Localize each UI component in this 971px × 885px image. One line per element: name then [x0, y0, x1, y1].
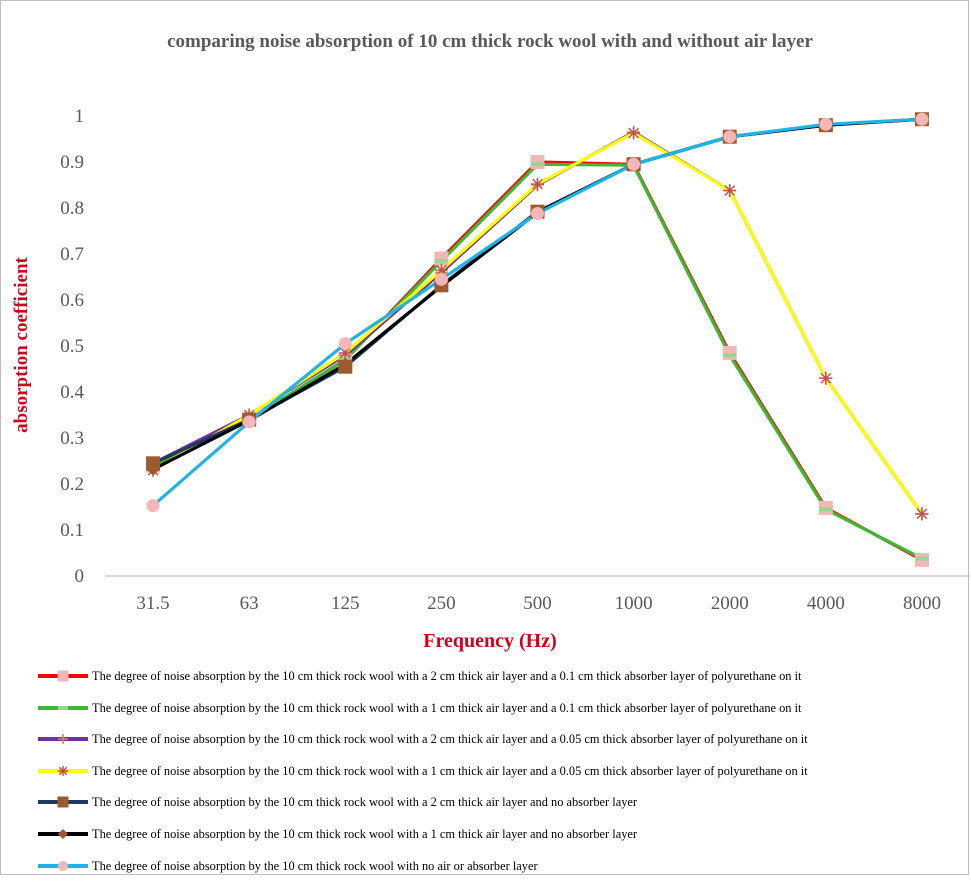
- legend-swatch-6: [38, 828, 88, 839]
- data-point-s4-8000: [915, 507, 929, 521]
- x-tick-label: 250: [427, 593, 456, 614]
- data-point-s1-250: [434, 251, 449, 266]
- data-point-s7-31.5: [146, 499, 160, 513]
- legend-label-5: The degree of noise absorption by the 10…: [92, 795, 638, 810]
- legend-label-7: The degree of noise absorption by the 10…: [92, 858, 538, 873]
- data-point-s7-4000: [819, 117, 833, 131]
- legend-item-5: The degree of noise absorption by the 10…: [36, 790, 966, 822]
- y-tick-labels: 0 0.1 0.2 0.3 0.4 0.5 0.6 0.7 0.8 0.9 1: [60, 106, 84, 587]
- data-point-s2-4000: [819, 507, 833, 512]
- y-tick-label: 0.7: [60, 244, 84, 265]
- legend: The degree of noise absorption by the 10…: [36, 664, 966, 885]
- legend-label-3: The degree of noise absorption by the 10…: [92, 732, 808, 747]
- data-point-s4-2000: [723, 184, 737, 198]
- series-line-5: [151, 117, 924, 465]
- x-tick-labels: 31.5 63 125 250 500 1000 2000 4000 8000: [136, 593, 941, 614]
- legend-swatch-1: [38, 670, 88, 682]
- data-point-s1-500: [530, 155, 545, 169]
- series-line-7: [151, 117, 924, 508]
- series-markers: [146, 112, 929, 567]
- y-tick-label: 0.2: [60, 474, 84, 495]
- data-point-s4-4000: [819, 371, 833, 385]
- y-tick-label: 0.6: [60, 290, 84, 311]
- y-tick-label: 0.3: [60, 428, 84, 449]
- series-line-2: [151, 162, 924, 561]
- legend-swatch-5: [38, 796, 88, 808]
- legend-item-2: The degree of noise absorption by the 10…: [36, 696, 966, 728]
- legend-item-6: The degree of noise absorption by the 10…: [36, 822, 966, 854]
- legend-item-3: The degree of noise absorption by the 10…: [36, 727, 966, 759]
- y-tick-label: 0.1: [60, 520, 84, 541]
- data-point-s2-8000: [915, 556, 929, 561]
- x-tick-label: 31.5: [136, 593, 169, 614]
- series-line-6: [151, 117, 924, 471]
- legend-swatch-4: [38, 765, 88, 776]
- legend-swatch-3: [38, 734, 88, 745]
- x-tick-label: 500: [523, 593, 552, 614]
- legend-label-2: The degree of noise absorption by the 10…: [92, 700, 802, 715]
- x-tick-label: 63: [240, 593, 259, 614]
- data-point-s6-125: [338, 357, 352, 371]
- data-point-s4-500: [531, 177, 544, 191]
- x-axis-label: Frequency (Hz): [423, 630, 557, 652]
- data-point-s7-1000: [627, 157, 641, 171]
- data-point-s6-31.5: [146, 462, 160, 476]
- chart-title: comparing noise absorption of 10 cm thic…: [167, 31, 813, 52]
- data-point-s2-500: [531, 162, 544, 167]
- data-point-s7-500: [531, 207, 544, 221]
- x-tick-label: 4000: [807, 593, 845, 614]
- y-tick-label: 0.9: [60, 152, 84, 173]
- legend-item-1: The degree of noise absorption by the 10…: [36, 664, 966, 696]
- y-tick-label: 1: [75, 106, 85, 127]
- legend-item-4: The degree of noise absorption by the 10…: [36, 759, 966, 791]
- data-point-s7-8000: [915, 112, 929, 126]
- legend-label-4: The degree of noise absorption by the 10…: [92, 763, 808, 778]
- data-point-s2-250: [434, 258, 448, 263]
- data-point-s4-125: [338, 346, 352, 360]
- data-point-s7-250: [434, 272, 448, 286]
- legend-item-7: The degree of noise absorption by the 10…: [36, 854, 966, 885]
- y-tick-label: 0: [75, 566, 85, 587]
- data-point-s7-2000: [723, 130, 737, 144]
- y-tick-label: 0.8: [60, 198, 84, 219]
- x-tick-label: 2000: [711, 593, 749, 614]
- data-point-s4-1000: [627, 126, 641, 140]
- y-tick-label: 0.4: [60, 382, 84, 403]
- legend-swatch-2: [38, 705, 88, 710]
- x-tick-label: 125: [331, 593, 360, 614]
- x-tick-label: 1000: [615, 593, 653, 614]
- legend-label-6: The degree of noise absorption by the 10…: [92, 826, 638, 841]
- y-tick-label: 0.5: [60, 336, 84, 357]
- series-line-1: [151, 160, 924, 562]
- plot-area: 0 0.1 0.2 0.3 0.4 0.5 0.6 0.7 0.8 0.9 1 31.5 63 125 2…: [60, 106, 970, 614]
- legend-label-1: The degree of noise absorption by the 10…: [92, 669, 802, 683]
- legend-swatch-7: [38, 860, 88, 871]
- data-point-s2-2000: [723, 353, 737, 358]
- data-point-s1-2000: [722, 345, 737, 360]
- data-point-s4-250: [434, 263, 448, 277]
- data-point-s7-63: [242, 415, 256, 429]
- x-tick-label: 8000: [903, 593, 941, 614]
- data-point-s7-125: [338, 337, 352, 351]
